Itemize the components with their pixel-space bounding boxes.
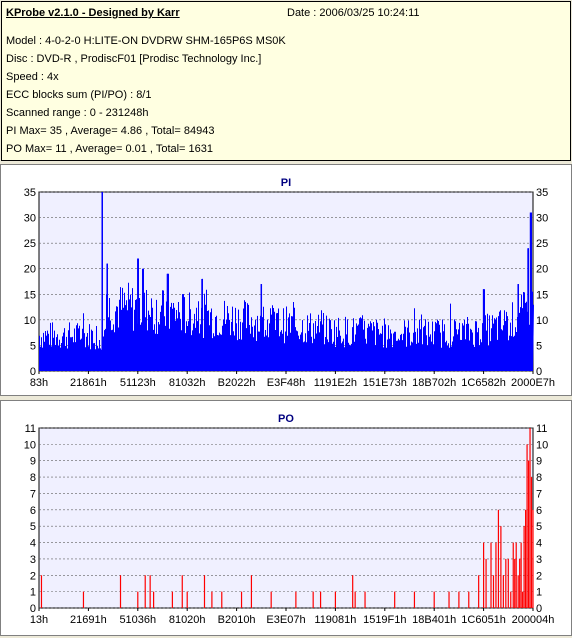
po-ytick-right: 2 [536,570,542,582]
pi-xtick-label: 18B702h [412,377,456,389]
pi-series-area [39,192,534,371]
po-ytick-right: 1 [536,587,542,599]
po-chart-title: PO [278,413,294,425]
pi-ytick-left: 20 [24,264,36,276]
pi-xtick-label: 81032h [169,377,206,389]
po-xtick-label: 13h [30,614,48,626]
po-ytick-left: 3 [30,554,36,566]
po-ytick-right: 11 [536,423,547,435]
pi-ytick-left: 5 [30,340,36,352]
pi-xtick-label: B2022h [218,377,256,389]
po-xtick-label: 18B401h [412,614,456,626]
pi-ytick-right: 15 [536,289,548,301]
pi-ytick-right: 30 [536,213,548,225]
po-ytick-left: 10 [24,439,36,451]
po-xtick-label: 1C6051h [461,614,506,626]
model-line: Model : 4-0-2-0 H:LITE-ON DVDRW SHM-165P… [6,35,286,47]
pi-ytick-right: 5 [536,340,542,352]
po-ytick-right: 6 [536,505,542,517]
po-ytick-left: 7 [30,488,36,500]
pi-ytick-left: 30 [24,213,36,225]
pi-xtick-label: 51123h [120,377,156,389]
po-chart-panel: PO 0 0 1 1 2 2 3 3 4 4 5 5 6 6 7 7 8 8 9 9 10 10 11 11 13h 21691h 5… [0,400,572,636]
po-ytick-right: 10 [536,439,548,451]
pi-xtick-label: 1C6582h [461,377,506,389]
pi-xtick-label: 21861h [70,377,107,389]
po-ytick-right: 7 [536,488,542,500]
scan-date: Date : 2006/03/25 10:24:11 [287,7,420,19]
po-xtick-label: E3E07h [266,614,305,626]
pi-xtick-label: 1191E2h [314,377,357,389]
po-ytick-left: 4 [30,538,36,550]
po-ytick-right: 0 [536,603,542,615]
pi-xtick-label: 2000E7h [511,377,555,389]
pi-ytick-right: 20 [536,264,548,276]
pi-xtick-label: 83h [30,377,48,389]
pi-chart-title: PI [281,177,291,189]
po-xtick-label: 51036h [119,614,156,626]
pi-ytick-right: 25 [536,238,548,250]
po-ytick-right: 3 [536,554,542,566]
pi-chart-panel: PI 0 0 5 5 10 10 15 15 20 20 25 25 30 30 35 35 83h 21861h 5… [0,164,572,396]
pi-ytick-right: 35 [536,187,548,199]
pi-ytick-left: 35 [24,187,36,199]
po-ytick-left: 1 [30,587,36,599]
speed-line: Speed : 4x [6,71,59,83]
po-stats-line: PO Max= 11 , Average= 0.01 , Total= 1631 [6,143,214,155]
po-xtick-label: B2010h [218,614,256,626]
po-xtick-label: 119081h [314,614,356,626]
pi-chart: PI 0 0 5 5 10 10 15 15 20 20 25 25 30 30 35 35 83h 21861h 5… [24,177,555,389]
app-title: KProbe v2.1.0 - Designed by Karr [6,7,180,19]
po-xtick-label: 21691h [70,614,107,626]
pi-ytick-left: 0 [30,366,36,378]
pi-ytick-right: 10 [536,315,548,327]
pi-ytick-left: 25 [24,238,36,250]
po-ytick-left: 5 [30,521,36,533]
pi-xtick-label: E3F48h [267,377,306,389]
po-ytick-left: 8 [30,472,36,484]
po-ytick-right: 4 [536,538,542,550]
po-ytick-right: 8 [536,472,542,484]
po-xtick-label: 200004h [512,614,555,626]
po-ytick-left: 2 [30,570,36,582]
po-xtick-label: 1519F1h [363,614,406,626]
po-ytick-right: 9 [536,456,542,468]
range-line: Scanned range : 0 - 231248h [6,107,149,119]
po-ytick-left: 6 [30,505,36,517]
po-xtick-label: 81020h [169,614,206,626]
pi-stats-line: PI Max= 35 , Average= 4.86 , Total= 8494… [6,125,215,137]
po-ytick-right: 5 [536,521,542,533]
po-ytick-left: 0 [30,603,36,615]
po-plot-area [38,427,534,609]
pi-ytick-left: 10 [24,315,36,327]
pi-xtick-label: 151E73h [363,377,407,389]
po-ytick-left: 9 [30,456,36,468]
pi-ytick-left: 15 [24,289,36,301]
po-ytick-left: 11 [25,423,36,435]
pi-ytick-right: 0 [536,366,542,378]
info-panel: KProbe v2.1.0 - Designed by Karr Date : … [1,1,571,161]
ecc-line: ECC blocks sum (PI/PO) : 8/1 [6,89,152,101]
disc-line: Disc : DVD-R , ProdiscF01 [Prodisc Techn… [6,53,262,65]
